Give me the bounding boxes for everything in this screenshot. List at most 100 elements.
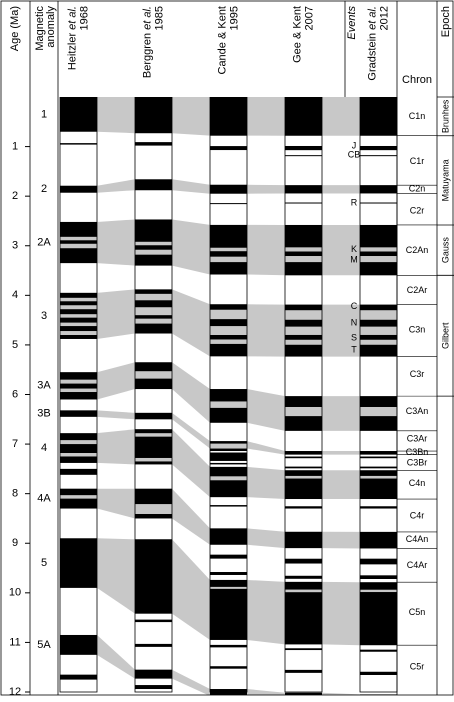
y-tick-label: 9 bbox=[12, 537, 18, 549]
normal-polarity bbox=[60, 326, 97, 332]
anomaly-label: 2 bbox=[41, 183, 47, 195]
column-author: Heitzler bbox=[66, 33, 78, 71]
normal-polarity bbox=[60, 372, 97, 380]
chron-label: C3Ar bbox=[407, 434, 428, 444]
normal-polarity bbox=[285, 506, 322, 509]
normal-polarity bbox=[210, 572, 247, 575]
chron-label: C2Ar bbox=[407, 285, 428, 295]
normal-polarity bbox=[285, 451, 322, 455]
normal-polarity bbox=[60, 97, 97, 132]
y-tick-label: 4 bbox=[12, 289, 18, 301]
normal-polarity bbox=[285, 558, 322, 564]
chron-label: C3r bbox=[410, 369, 425, 379]
normal-polarity bbox=[60, 317, 97, 323]
column-title: Cande & Kent bbox=[216, 6, 228, 75]
normal-polarity bbox=[135, 300, 172, 308]
normal-polarity bbox=[60, 383, 97, 389]
normal-polarity bbox=[210, 466, 247, 477]
normal-polarity bbox=[360, 671, 397, 675]
normal-polarity bbox=[135, 142, 172, 146]
column-author: Gradstein bbox=[366, 33, 378, 81]
normal-polarity bbox=[135, 378, 172, 390]
normal-polarity bbox=[135, 669, 172, 679]
correlation-band bbox=[247, 441, 285, 455]
normal-polarity bbox=[360, 224, 397, 248]
normal-polarity bbox=[210, 448, 247, 452]
correlation-band bbox=[97, 538, 135, 614]
normal-polarity bbox=[60, 392, 97, 400]
normal-polarity bbox=[285, 334, 322, 340]
normal-polarity bbox=[360, 478, 397, 500]
normal-polarity bbox=[135, 179, 172, 191]
y-tick-label: 7 bbox=[12, 438, 18, 450]
correlation-band bbox=[322, 396, 360, 431]
normal-polarity bbox=[360, 592, 397, 646]
normal-polarity bbox=[210, 689, 247, 695]
normal-polarity bbox=[285, 456, 322, 459]
correlation-band bbox=[247, 389, 285, 431]
normal-polarity bbox=[135, 97, 172, 134]
column-year: 2007 bbox=[303, 6, 315, 30]
normal-polarity bbox=[285, 304, 322, 311]
normal-polarity bbox=[210, 407, 247, 423]
column-year: 2012 bbox=[378, 6, 390, 30]
column-year: 1995 bbox=[228, 6, 240, 30]
normal-polarity bbox=[60, 498, 97, 509]
plot-area bbox=[59, 97, 398, 695]
normal-polarity bbox=[135, 539, 172, 614]
anomaly-label: 3A bbox=[37, 380, 51, 392]
normal-polarity bbox=[60, 538, 97, 588]
normal-polarity bbox=[60, 456, 97, 463]
normal-polarity bbox=[360, 582, 397, 590]
correlation-band bbox=[247, 224, 285, 276]
column-title: Berggren et al. bbox=[141, 6, 153, 78]
correlation-band bbox=[97, 488, 135, 519]
y-tick-label: 1 bbox=[12, 140, 18, 152]
event-label: J bbox=[352, 140, 357, 150]
correlation-band bbox=[172, 179, 210, 194]
normal-polarity bbox=[210, 343, 247, 357]
normal-polarity bbox=[135, 436, 172, 458]
normal-polarity bbox=[210, 462, 247, 465]
column-title: Gee & Kent bbox=[291, 6, 303, 63]
normal-polarity bbox=[285, 155, 322, 157]
y-tick-label: 8 bbox=[12, 488, 18, 500]
anomaly-label: 3B bbox=[37, 407, 50, 419]
events-title: Events bbox=[346, 6, 358, 40]
column-author: Cande & Kent bbox=[216, 6, 228, 75]
normal-polarity bbox=[360, 262, 397, 276]
correlation-band bbox=[97, 179, 135, 193]
anomaly-label: 3 bbox=[41, 310, 47, 322]
anomaly-label: 5A bbox=[37, 639, 51, 651]
correlation-band bbox=[322, 581, 360, 646]
correlation-band bbox=[322, 692, 360, 695]
normal-polarity bbox=[285, 478, 322, 500]
chron-label: C2n bbox=[409, 184, 426, 194]
chron-label: C3n bbox=[409, 324, 426, 334]
correlation-band bbox=[172, 219, 210, 275]
normal-polarity bbox=[135, 619, 172, 623]
correlation-band bbox=[172, 488, 210, 545]
normal-polarity bbox=[210, 224, 247, 248]
normal-polarity bbox=[360, 456, 397, 459]
correlation-band bbox=[172, 362, 210, 423]
correlation-band bbox=[97, 429, 135, 465]
normal-polarity bbox=[60, 468, 97, 475]
normal-polarity bbox=[135, 254, 172, 266]
y-tick-label: 11 bbox=[9, 636, 20, 648]
column-author-italic: et al. bbox=[66, 6, 78, 30]
normal-polarity bbox=[60, 634, 97, 655]
correlation-band bbox=[322, 185, 360, 194]
correlation-band bbox=[172, 289, 210, 357]
normal-polarity bbox=[285, 692, 322, 695]
y-axis-title: Age (Ma) bbox=[9, 6, 21, 51]
normal-polarity bbox=[210, 146, 247, 151]
normal-polarity bbox=[285, 592, 322, 645]
normal-polarity bbox=[60, 143, 97, 145]
normal-polarity bbox=[360, 396, 397, 407]
normal-polarity bbox=[135, 315, 172, 319]
normal-polarity bbox=[285, 185, 322, 194]
correlation-band bbox=[247, 184, 285, 194]
normal-polarity bbox=[360, 558, 397, 565]
